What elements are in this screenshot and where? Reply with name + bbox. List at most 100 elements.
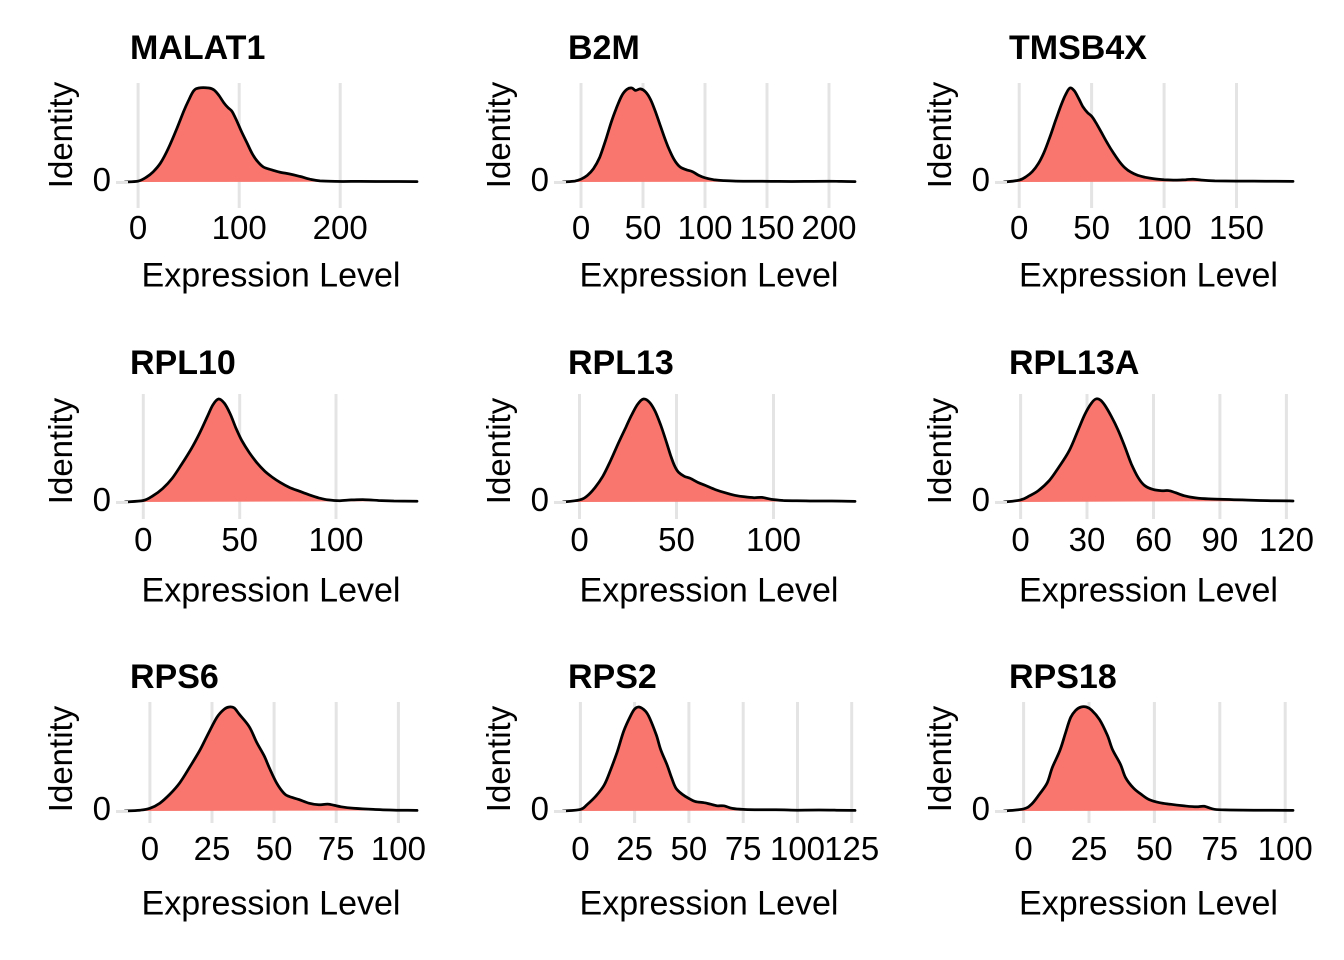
x-tick-label: 50 [255, 830, 293, 867]
x-tick-label: 50 [658, 521, 695, 558]
y-tick-label: 0 [92, 161, 111, 198]
x-tick-label: 100 [211, 209, 267, 246]
x-axis-label: Expression Level [141, 884, 401, 923]
panel-title: MALAT1 [130, 29, 266, 67]
y-tick-mark [554, 500, 566, 504]
density-plot [561, 394, 857, 519]
x-axis-label: Expression Level [141, 571, 401, 610]
x-tick-label: 25 [193, 830, 231, 867]
y-axis-label: Identity [42, 397, 79, 504]
x-tick-label: 30 [1068, 521, 1106, 558]
x-tick-label: 75 [724, 830, 762, 867]
y-tick-mark [995, 180, 1007, 184]
x-tick-label: 100 [370, 830, 426, 867]
x-tick-label: 125 [824, 830, 880, 867]
density-curve [123, 705, 419, 813]
y-tick-mark [995, 500, 1007, 504]
panel-title: RPL10 [130, 344, 236, 382]
panel-title: RPS6 [130, 658, 219, 696]
y-axis-label: Identity [480, 81, 517, 189]
x-tick-label: 0 [570, 521, 589, 558]
ridge-panel-rpl13a: RPL13A Identity 0 Expression Level 0 30 60… [896, 320, 1344, 640]
x-axis-label: Expression Level [1019, 571, 1278, 610]
y-tick-label: 0 [92, 790, 111, 827]
ridge-panel-rps6: RPS6 Identity 0 Expression Level 0 25 50 75… [0, 640, 448, 960]
x-axis-label: Expression Level [579, 256, 839, 295]
x-tick-label: 25 [1070, 830, 1108, 867]
density-curve [1002, 397, 1295, 504]
y-tick-label: 0 [92, 481, 111, 518]
density-plot [123, 394, 419, 519]
y-tick-label: 0 [530, 790, 549, 827]
density-plot [1002, 394, 1295, 519]
density-curve [123, 397, 419, 504]
y-tick-mark [116, 809, 128, 813]
x-axis-label: Expression Level [141, 256, 401, 295]
x-tick-label: 50 [670, 830, 708, 867]
x-tick-label: 0 [571, 830, 590, 867]
x-tick-label: 100 [677, 209, 733, 246]
ridge-panel-rps18: RPS18 Identity 0 Expression Level 0 25 50 7… [896, 640, 1344, 960]
x-tick-label: 0 [128, 209, 148, 246]
x-tick-label: 120 [1258, 521, 1314, 558]
y-tick-mark [554, 809, 566, 813]
x-tick-label: 50 [221, 521, 259, 558]
ridge-panel-b2m: B2M Identity 0 Expression Level 0 50 100 15… [448, 0, 896, 320]
x-axis-label: Expression Level [579, 571, 839, 610]
ridge-panel-rpl13: RPL13 Identity 0 Expression Level 0 50 100 [448, 320, 896, 640]
y-axis-label: Identity [42, 705, 79, 813]
x-tick-label: 150 [739, 209, 795, 246]
y-tick-mark [116, 180, 128, 184]
density-plot [1002, 702, 1295, 823]
x-tick-label: 0 [140, 830, 160, 867]
ridge-panel-malat1: MALAT1 Identity 0 Expression Level 0 100 2… [0, 0, 448, 320]
x-tick-label: 0 [1014, 830, 1033, 867]
x-tick-label: 100 [308, 521, 364, 558]
ridge-panel-rps2: RPS2 Identity 0 Expression Level 0 25 50 75… [448, 640, 896, 960]
x-tick-label: 100 [1136, 209, 1192, 246]
x-tick-label: 75 [1201, 830, 1239, 867]
x-tick-label: 0 [1011, 521, 1030, 558]
y-axis-label: Identity [42, 81, 79, 189]
panel-title: RPL13A [1009, 344, 1140, 382]
y-axis-label: Identity [921, 705, 958, 813]
density-plot [123, 702, 419, 823]
x-tick-label: 100 [769, 830, 826, 867]
x-tick-label: 0 [134, 521, 153, 558]
x-tick-label: 90 [1201, 521, 1239, 558]
y-tick-mark [116, 500, 128, 504]
density-curve [1002, 86, 1295, 184]
density-plot [123, 83, 419, 208]
y-tick-label: 0 [971, 161, 990, 198]
density-curve [561, 397, 857, 504]
y-axis-label: Identity [480, 397, 517, 504]
x-axis-label: Expression Level [579, 884, 839, 923]
x-axis-label: Expression Level [1019, 256, 1278, 295]
y-axis-label: Identity [480, 705, 517, 813]
x-tick-label: 100 [1257, 830, 1313, 867]
panel-title: RPL13 [568, 344, 674, 382]
density-curve [561, 705, 857, 813]
y-axis-label: Identity [921, 397, 958, 504]
x-tick-label: 50 [624, 209, 662, 246]
x-tick-label: 25 [616, 830, 653, 867]
x-tick-label: 75 [317, 830, 355, 867]
panel-title: RPS2 [568, 658, 657, 696]
x-tick-label: 200 [801, 209, 857, 246]
x-tick-label: 60 [1135, 521, 1172, 558]
y-tick-label: 0 [971, 790, 990, 827]
y-tick-label: 0 [530, 481, 549, 518]
density-curve [561, 86, 857, 184]
y-tick-mark [554, 180, 566, 184]
x-tick-label: 0 [571, 209, 591, 246]
x-axis-label: Expression Level [1019, 884, 1278, 923]
density-plot [1002, 83, 1295, 208]
panel-title: RPS18 [1009, 658, 1117, 696]
x-tick-label: 200 [312, 209, 368, 246]
y-tick-mark [995, 809, 1007, 813]
panel-title: B2M [568, 29, 640, 67]
x-tick-label: 150 [1208, 209, 1265, 246]
x-tick-label: 50 [1073, 209, 1110, 246]
y-tick-label: 0 [971, 481, 990, 518]
